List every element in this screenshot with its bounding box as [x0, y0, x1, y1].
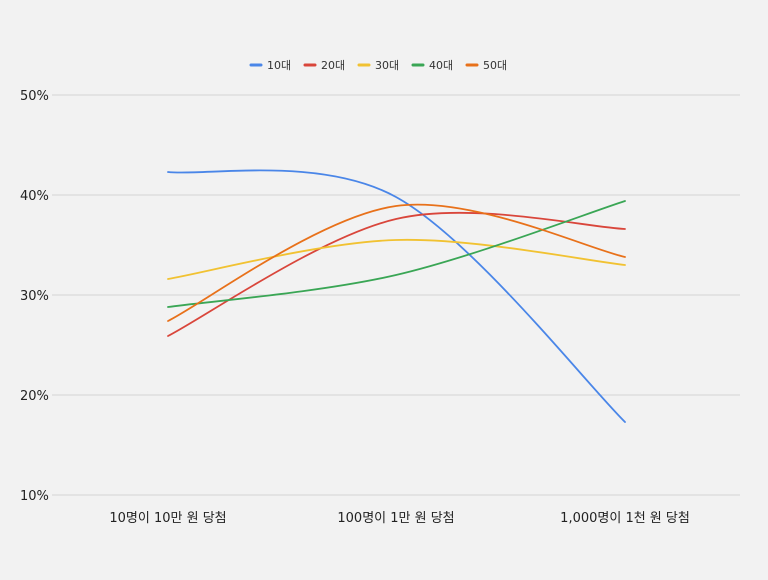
legend: 10대 20대 30대 40대 50대 [249, 59, 507, 72]
legend-label: 10대 [267, 59, 291, 72]
y-tick-label: 40% [20, 189, 49, 204]
y-tick-label: 10% [20, 489, 49, 504]
series-line-10대 [167, 169, 626, 423]
legend-item[interactable]: 40대 [411, 59, 453, 72]
series-line-40대 [167, 200, 626, 308]
legend-label: 40대 [429, 59, 453, 72]
legend-item[interactable]: 30대 [357, 59, 399, 72]
y-tick-label: 50% [20, 89, 49, 104]
legend-item[interactable]: 50대 [465, 59, 507, 72]
legend-label: 50대 [483, 59, 507, 72]
legend-label: 30대 [375, 59, 399, 72]
series-line-30대 [167, 238, 626, 280]
x-tick-label: 1,000명이 1천 원 당첨 [560, 511, 690, 526]
y-tick-label: 20% [20, 389, 49, 404]
legend-item[interactable]: 20대 [303, 59, 345, 72]
y-axis-ticks: 10% 20% 30% 40% 50% [20, 89, 49, 504]
series-line-20대 [167, 211, 626, 337]
y-tick-label: 30% [20, 289, 49, 304]
x-tick-label: 10명이 10만 원 당첨 [109, 511, 226, 526]
x-tick-label: 100명이 1만 원 당첨 [337, 511, 454, 526]
gridlines [52, 94, 740, 496]
series-lines [167, 169, 626, 423]
x-axis-ticks: 10명이 10만 원 당첨 100명이 1만 원 당첨 1,000명이 1천 원 당… [109, 511, 689, 526]
legend-label: 20대 [321, 59, 345, 72]
legend-item[interactable]: 10대 [249, 59, 291, 72]
series-line-50대 [167, 203, 626, 322]
